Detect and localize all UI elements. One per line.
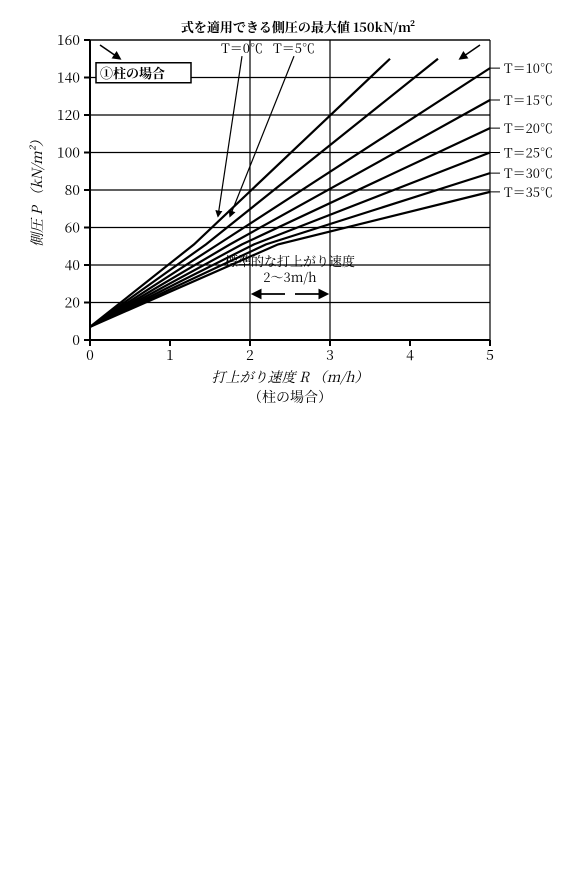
svg-text:60: 60 — [65, 218, 81, 238]
svg-text:120: 120 — [57, 105, 80, 125]
svg-text:20: 20 — [65, 293, 81, 313]
figure: 0 1 2 3 4 5 0 20 40 60 80 100 120 140 160 打上がり速度 R （m/h… — [10, 10, 566, 863]
svg-text:40: 40 — [65, 255, 81, 275]
svg-text:5: 5 — [486, 345, 494, 365]
svg-text:T＝35℃: T＝35℃ — [504, 182, 553, 201]
svg-text:100: 100 — [57, 143, 80, 163]
svg-text:2: 2 — [246, 345, 254, 365]
svg-text:T＝15℃: T＝15℃ — [504, 90, 553, 109]
svg-text:T＝10℃: T＝10℃ — [504, 58, 553, 77]
svg-text:1: 1 — [166, 345, 174, 365]
svg-text:0: 0 — [72, 330, 80, 350]
svg-text:①柱の場合: ①柱の場合 — [100, 63, 165, 82]
svg-text:式を適用できる側圧の最大値 150kN/m²: 式を適用できる側圧の最大値 150kN/m² — [181, 17, 415, 36]
svg-text:80: 80 — [65, 180, 81, 200]
svg-text:側圧 P （kN/m²）: 側圧 P （kN/m²） — [27, 133, 47, 247]
svg-text:T＝5℃: T＝5℃ — [273, 38, 315, 57]
svg-text:T＝30℃: T＝30℃ — [504, 163, 553, 182]
svg-text:160: 160 — [57, 30, 80, 50]
svg-text:T＝0℃: T＝0℃ — [221, 38, 263, 57]
svg-text:4: 4 — [406, 345, 414, 365]
svg-text:3: 3 — [326, 345, 334, 365]
svg-text:0: 0 — [86, 345, 94, 365]
svg-text:T＝20℃: T＝20℃ — [504, 118, 553, 137]
svg-text:140: 140 — [57, 68, 80, 88]
svg-text:打上がり速度 R （m/h）: 打上がり速度 R （m/h） — [211, 367, 368, 387]
chart-svg: 0 1 2 3 4 5 0 20 40 60 80 100 120 140 160 打上がり速度 R （m/h… — [10, 10, 576, 858]
svg-text:2～3m/h: 2～3m/h — [263, 267, 317, 286]
svg-text:（柱の場合）: （柱の場合） — [248, 387, 332, 407]
svg-text:T＝25℃: T＝25℃ — [504, 143, 553, 162]
